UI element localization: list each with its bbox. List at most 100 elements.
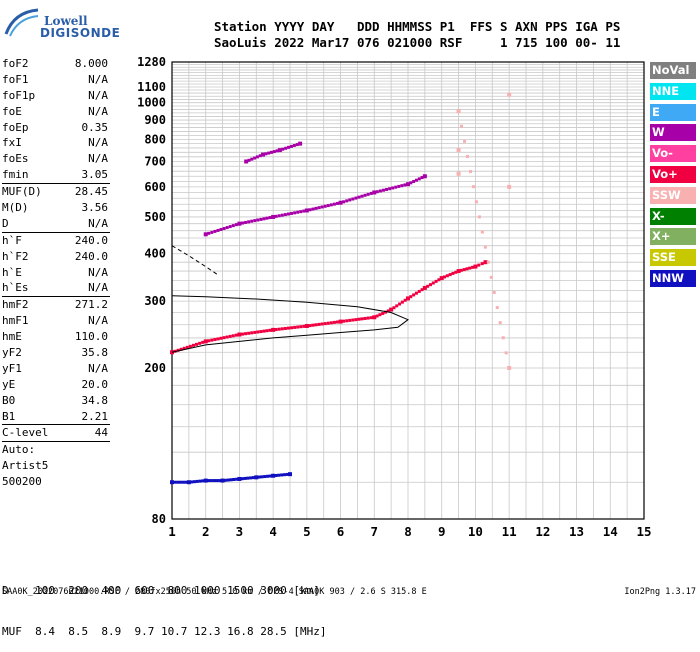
logo-mark-icon xyxy=(4,8,39,37)
echo-point xyxy=(354,196,358,200)
echo-point xyxy=(336,201,340,205)
echo-point xyxy=(203,478,208,483)
echo-point xyxy=(468,266,472,270)
muf-table-distance-row: D 100 200 400 600 800 1000 1500 3000 [km… xyxy=(2,584,320,597)
echo-point xyxy=(253,219,257,223)
echo-point xyxy=(342,319,346,323)
echo-point xyxy=(232,477,236,481)
echo-point xyxy=(314,323,318,327)
legend-item: X- xyxy=(650,207,696,225)
echo-point xyxy=(228,334,232,338)
param-divider xyxy=(2,231,110,233)
x-tick-label: 12 xyxy=(535,524,550,539)
param-value: 3.05 xyxy=(81,168,109,182)
echo-point xyxy=(480,230,484,234)
echo-point xyxy=(284,146,288,150)
echo-point xyxy=(417,289,421,293)
echo-point xyxy=(507,92,512,97)
echo-point xyxy=(286,326,290,330)
echo-point xyxy=(269,150,273,154)
echo-point xyxy=(351,197,355,201)
echo-point xyxy=(381,188,385,192)
legend-item: E xyxy=(650,103,696,121)
echo-point xyxy=(507,184,512,189)
echo-point xyxy=(338,319,343,324)
echo-point xyxy=(426,284,430,288)
file-info-footer: SAA0K_2022076021000.RSF / 280fx256h 50 k… xyxy=(2,587,427,597)
param-row: h`Es N/A xyxy=(2,280,110,296)
echo-point xyxy=(253,156,257,160)
echo-point xyxy=(372,190,377,195)
param-row: fxI N/A xyxy=(2,135,110,151)
echo-point xyxy=(486,260,490,264)
echo-point xyxy=(445,274,449,278)
echo-point xyxy=(296,210,300,214)
echo-point xyxy=(395,304,399,308)
echo-point xyxy=(460,124,464,128)
echo-point xyxy=(191,343,195,347)
echo-point xyxy=(263,475,267,479)
logo-text-digisonde: DIGISONDE xyxy=(40,26,121,40)
y-tick-label: 1280 xyxy=(137,55,166,69)
param-key: D xyxy=(2,216,9,230)
x-tick-label: 3 xyxy=(236,524,244,539)
echo-point xyxy=(240,332,244,336)
echo-point xyxy=(329,203,333,207)
legend-item: NoVal xyxy=(650,62,696,79)
echo-point xyxy=(495,306,499,310)
header-row-values: SaoLuis 2022 Mar17 076 021000 RSF 1 715 … xyxy=(214,35,621,50)
echo-point xyxy=(207,231,211,235)
echo-point xyxy=(198,479,202,483)
param-row: D N/A xyxy=(2,216,110,232)
echo-point xyxy=(389,307,394,312)
echo-point xyxy=(366,192,370,196)
echo-point xyxy=(282,473,286,477)
echo-point xyxy=(354,318,358,322)
echo-point xyxy=(274,328,278,332)
logo-text-lowell: Lowell xyxy=(44,14,88,28)
echo-point xyxy=(237,332,242,337)
echo-point xyxy=(283,326,287,330)
echo-point xyxy=(295,143,299,147)
echo-point xyxy=(268,328,272,332)
x-tick-label: 13 xyxy=(569,524,584,539)
echo-point xyxy=(420,288,424,292)
param-value: N/A xyxy=(88,281,108,295)
legend-item: X+ xyxy=(650,228,696,246)
echo-point xyxy=(417,177,421,181)
echo-point xyxy=(203,232,208,237)
echo-point xyxy=(244,220,248,224)
echo-point xyxy=(264,152,268,156)
echo-point xyxy=(247,331,251,335)
param-key: fxI xyxy=(2,136,22,150)
echo-point xyxy=(363,193,367,197)
echo-point xyxy=(226,478,230,482)
echo-point xyxy=(431,281,435,285)
echo-point xyxy=(507,365,512,370)
echo-point xyxy=(212,479,216,483)
param-row: yF1 N/A xyxy=(2,361,110,377)
param-value: N/A xyxy=(88,152,108,166)
echo-point xyxy=(218,479,222,483)
echo-point xyxy=(277,148,282,153)
ionogram-chart: 1 2 3 4 5 6 7 8 9 10 11 12 13 14 158020030040050060070… xyxy=(137,55,651,539)
echo-point xyxy=(375,190,379,194)
echo-point xyxy=(188,344,192,348)
echo-point xyxy=(207,339,211,343)
muf-table: D 100 200 400 600 800 1000 1500 3000 [km… xyxy=(2,557,327,652)
param-key: hmE xyxy=(2,330,22,344)
echo-point xyxy=(302,209,306,213)
software-version: Ion2Png 1.3.17 xyxy=(624,587,696,597)
param-key: foEs xyxy=(2,152,29,166)
echo-point xyxy=(271,327,276,332)
param-key: h`F2 xyxy=(2,249,29,263)
echo-point xyxy=(378,189,382,193)
echo-point xyxy=(184,480,188,484)
echo-point xyxy=(465,267,469,271)
echo-point xyxy=(456,269,461,274)
echo-point xyxy=(332,202,336,206)
echo-point xyxy=(268,216,272,220)
echo-point xyxy=(265,329,269,333)
y-tick-label: 1000 xyxy=(137,96,166,110)
echo-point xyxy=(195,479,199,483)
